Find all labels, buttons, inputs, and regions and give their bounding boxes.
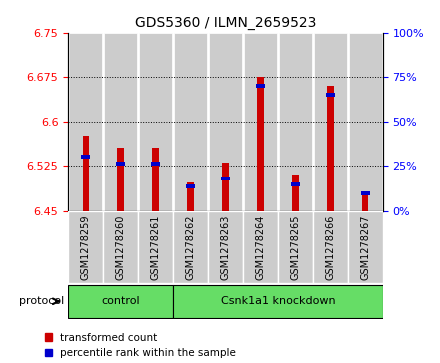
Bar <box>68 285 173 318</box>
Bar <box>313 211 348 283</box>
Bar <box>361 191 370 195</box>
Bar <box>291 182 300 186</box>
Bar <box>209 33 242 211</box>
Bar <box>69 33 102 211</box>
Bar <box>349 33 382 211</box>
Text: GSM1278267: GSM1278267 <box>360 214 370 280</box>
Bar <box>326 93 335 97</box>
Text: Csnk1a1 knockdown: Csnk1a1 knockdown <box>220 295 335 306</box>
Bar <box>151 162 160 166</box>
Bar <box>117 148 124 211</box>
Text: GSM1278261: GSM1278261 <box>150 214 161 280</box>
Bar <box>279 33 312 211</box>
Text: GSM1278266: GSM1278266 <box>325 214 335 280</box>
Bar <box>256 84 265 88</box>
Text: GSM1278259: GSM1278259 <box>81 214 91 280</box>
Title: GDS5360 / ILMN_2659523: GDS5360 / ILMN_2659523 <box>135 16 316 30</box>
Text: GSM1278262: GSM1278262 <box>186 214 195 280</box>
Bar <box>173 285 383 318</box>
Bar <box>68 211 103 283</box>
Bar <box>173 211 208 283</box>
Text: protocol: protocol <box>18 296 64 306</box>
Bar <box>152 148 159 211</box>
Text: GSM1278264: GSM1278264 <box>256 214 265 280</box>
Bar <box>244 33 277 211</box>
Bar <box>292 175 299 211</box>
Bar <box>138 211 173 283</box>
Bar <box>278 211 313 283</box>
Legend: transformed count, percentile rank within the sample: transformed count, percentile rank withi… <box>45 333 236 358</box>
Bar <box>186 184 195 188</box>
Text: GSM1278263: GSM1278263 <box>220 214 231 280</box>
Bar <box>104 33 137 211</box>
Bar <box>83 136 89 211</box>
Bar <box>222 163 229 211</box>
Bar <box>362 194 368 211</box>
Bar <box>314 33 347 211</box>
Bar <box>243 211 278 283</box>
Bar <box>257 77 264 211</box>
Bar <box>187 182 194 211</box>
Bar <box>221 176 230 180</box>
Text: control: control <box>101 295 140 306</box>
Bar <box>81 155 90 159</box>
Bar <box>208 211 243 283</box>
Bar <box>116 162 125 166</box>
Bar <box>327 86 334 211</box>
Bar <box>139 33 172 211</box>
Bar <box>103 211 138 283</box>
Text: GSM1278260: GSM1278260 <box>116 214 126 280</box>
Bar <box>174 33 207 211</box>
Bar <box>348 211 383 283</box>
Text: GSM1278265: GSM1278265 <box>290 214 301 280</box>
